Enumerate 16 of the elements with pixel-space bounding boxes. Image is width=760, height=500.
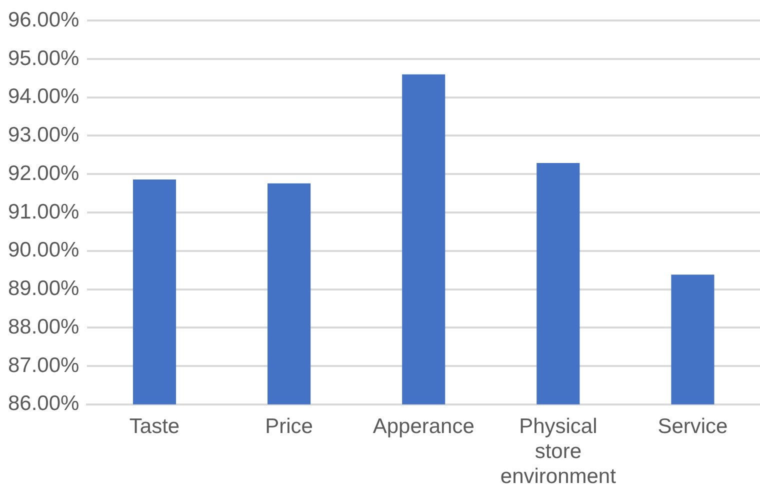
y-tick-label: 91.00%	[8, 200, 80, 224]
y-tick-label: 90.00%	[8, 238, 80, 262]
y-tick-label: 87.00%	[8, 354, 80, 377]
x-tick-label: Price	[265, 414, 313, 438]
y-tick-label: 88.00%	[8, 315, 80, 338]
x-tick-label: Service	[658, 414, 728, 438]
y-tick-label: 93.00%	[8, 124, 80, 147]
y-tick-label: 92.00%	[8, 162, 80, 185]
y-tick-label: 95.00%	[8, 46, 80, 70]
x-tick-label: Taste	[129, 414, 180, 438]
y-tick-label: 89.00%	[8, 277, 80, 300]
y-tick-label: 86.00%	[8, 392, 80, 416]
y-tick-label: 96.00%	[8, 8, 80, 32]
x-tick-label: Physical store environment	[500, 414, 616, 488]
x-tick-label: Apperance	[372, 414, 474, 438]
y-tick-label: 94.00%	[8, 85, 80, 108]
